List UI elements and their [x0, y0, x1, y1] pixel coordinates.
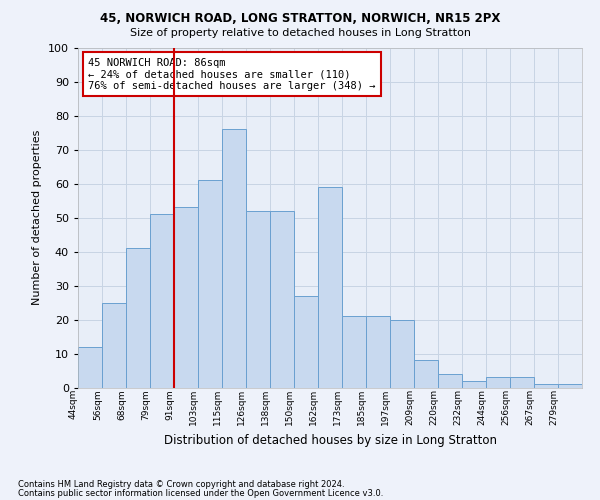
Bar [534, 384, 558, 388]
Bar [366, 316, 390, 388]
Bar [222, 129, 246, 388]
Bar [150, 214, 174, 388]
Y-axis label: Number of detached properties: Number of detached properties [32, 130, 43, 305]
Bar [510, 378, 534, 388]
Text: 45, NORWICH ROAD, LONG STRATTON, NORWICH, NR15 2PX: 45, NORWICH ROAD, LONG STRATTON, NORWICH… [100, 12, 500, 26]
Bar [558, 384, 582, 388]
Bar [462, 380, 486, 388]
Text: Contains public sector information licensed under the Open Government Licence v3: Contains public sector information licen… [18, 489, 383, 498]
Bar [198, 180, 222, 388]
Bar [390, 320, 414, 388]
Bar [414, 360, 438, 388]
Text: Size of property relative to detached houses in Long Stratton: Size of property relative to detached ho… [130, 28, 470, 38]
Bar [318, 187, 342, 388]
Text: Contains HM Land Registry data © Crown copyright and database right 2024.: Contains HM Land Registry data © Crown c… [18, 480, 344, 489]
Bar [246, 210, 270, 388]
Bar [174, 208, 198, 388]
Text: 45 NORWICH ROAD: 86sqm
← 24% of detached houses are smaller (110)
76% of semi-de: 45 NORWICH ROAD: 86sqm ← 24% of detached… [88, 58, 376, 91]
Bar [126, 248, 150, 388]
Bar [78, 346, 102, 388]
Bar [486, 378, 510, 388]
Bar [270, 210, 294, 388]
Bar [342, 316, 366, 388]
Bar [438, 374, 462, 388]
X-axis label: Distribution of detached houses by size in Long Stratton: Distribution of detached houses by size … [163, 434, 497, 446]
Bar [102, 302, 126, 388]
Bar [294, 296, 318, 388]
